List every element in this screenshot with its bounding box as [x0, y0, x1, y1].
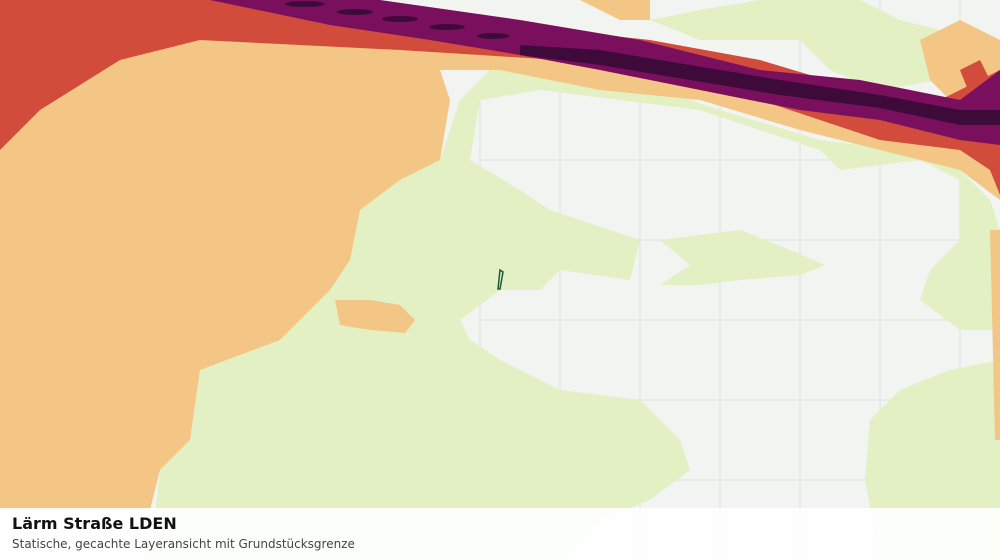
layer-subtitle: Statische, gecachte Layeransicht mit Gru…: [12, 537, 355, 551]
parcel-boundary: [497, 268, 504, 290]
layer-title: Lärm Straße LDEN: [12, 514, 177, 533]
noise-zone-extreme: [285, 1, 1000, 125]
caption-panel: Lärm Straße LDEN Statische, gecachte Lay…: [0, 508, 1000, 560]
noise-zone-mid: [0, 0, 1000, 510]
noise-zone-very-high: [210, 0, 1000, 145]
